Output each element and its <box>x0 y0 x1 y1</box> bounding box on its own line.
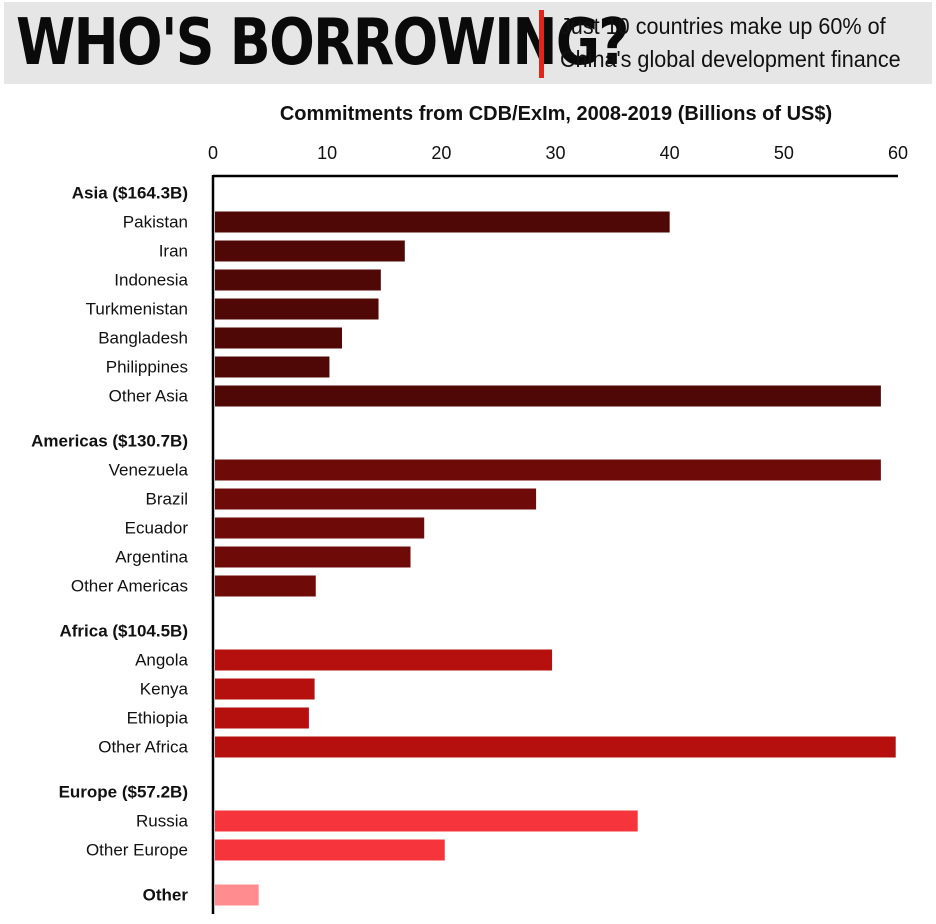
category-label: Bangladesh <box>98 328 188 347</box>
category-label: Other <box>143 885 189 904</box>
category-label: Iran <box>159 241 188 260</box>
category-label: Turkmenistan <box>86 299 188 318</box>
bar <box>215 211 670 233</box>
bar <box>215 839 445 861</box>
category-label: Russia <box>136 811 189 830</box>
category-label: Angola <box>135 650 188 669</box>
bar <box>215 356 330 378</box>
x-tick-label: 20 <box>431 143 451 163</box>
bar <box>215 810 638 832</box>
category-label: Argentina <box>115 547 188 566</box>
category-label: Venezuela <box>109 460 189 479</box>
headline: WHO'S BORROWING? <box>16 6 629 80</box>
bar <box>215 459 881 481</box>
bar <box>215 736 896 758</box>
x-tick-label: 0 <box>208 143 218 163</box>
group-label: Asia ($164.3B) <box>72 183 188 202</box>
category-label: Indonesia <box>114 270 188 289</box>
x-tick-label: 40 <box>660 143 680 163</box>
x-tick-label: 50 <box>774 143 794 163</box>
subtitle-line-1: Just 10 countries make up 60% of <box>560 13 886 39</box>
group-label: Africa ($104.5B) <box>59 621 188 640</box>
category-label: Pakistan <box>123 212 188 231</box>
bar <box>215 884 259 906</box>
category-label: Kenya <box>140 679 189 698</box>
bar <box>215 240 405 262</box>
category-label: Other Asia <box>109 386 189 405</box>
category-label: Brazil <box>145 489 188 508</box>
group-label: Americas ($130.7B) <box>31 431 188 450</box>
x-tick-label: 60 <box>888 143 908 163</box>
category-label: Philippines <box>106 357 188 376</box>
bar <box>215 649 553 671</box>
category-label: Other Africa <box>98 737 188 756</box>
bar-chart: Commitments from CDB/ExIm, 2008-2019 (Bi… <box>31 103 908 914</box>
bar <box>215 707 309 729</box>
bar <box>215 546 411 568</box>
subtitle: Just 10 countries make up 60% of China's… <box>560 10 910 76</box>
bar <box>215 678 315 700</box>
category-label: Ethiopia <box>127 708 189 727</box>
category-label: Other Europe <box>86 840 188 859</box>
bar <box>215 298 379 320</box>
x-tick-label: 30 <box>545 143 565 163</box>
header-divider <box>539 10 544 78</box>
header-banner: WHO'S BORROWING? Just 10 countries make … <box>4 2 932 84</box>
category-label: Ecuador <box>125 518 189 537</box>
bar <box>215 327 343 349</box>
group-label: Europe ($57.2B) <box>59 782 188 801</box>
bar <box>215 385 881 407</box>
x-tick-label: 10 <box>317 143 337 163</box>
chart-title: Commitments from CDB/ExIm, 2008-2019 (Bi… <box>280 103 832 125</box>
subtitle-line-2: China's global development finance <box>560 46 901 72</box>
bar <box>215 488 537 510</box>
category-label: Other Americas <box>71 576 188 595</box>
bar <box>215 269 381 291</box>
bar <box>215 575 316 597</box>
bar <box>215 517 425 539</box>
